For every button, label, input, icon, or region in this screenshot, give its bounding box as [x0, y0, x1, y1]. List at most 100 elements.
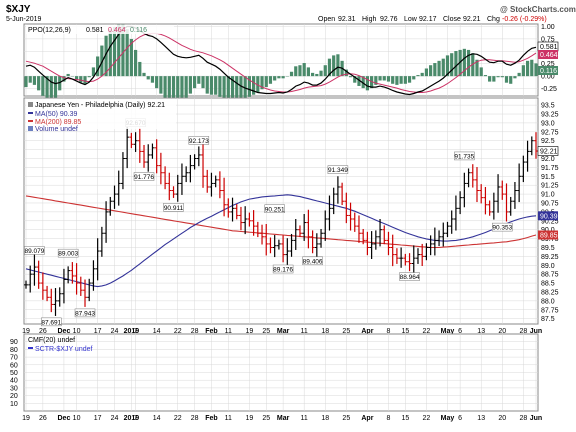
ohlc-bar	[205, 169, 210, 193]
ohlc-bar	[213, 175, 218, 188]
ppo-hist-bar	[525, 60, 530, 77]
ppo-hist-bar	[146, 76, 150, 80]
ppo-legend-v3: 0.116	[130, 27, 147, 34]
ppo-hist-bar	[450, 53, 454, 77]
ppo-hist-bar	[142, 72, 146, 77]
ppo-hist-bar	[96, 56, 100, 77]
annotation-label: 89.003	[58, 251, 78, 258]
chg-value: -0.26 (-0.29%)	[502, 16, 547, 23]
ppo-hist-bar	[74, 76, 79, 80]
open-value: 92.31	[338, 16, 356, 23]
ohlc-bar	[285, 238, 290, 267]
annotation-label: 89.176	[273, 267, 293, 274]
ohlc-bar	[420, 243, 425, 266]
ppo-hist-bar	[496, 76, 500, 78]
ppo-hist-bar	[500, 76, 504, 78]
price-x-tick: 6	[458, 328, 462, 335]
ppo-hist-bar	[125, 29, 129, 77]
ppo-hist-bar	[49, 76, 53, 101]
ohlc-bar	[479, 184, 484, 204]
ppo-hist-bar	[112, 26, 117, 77]
ppo-hist-bar	[327, 58, 332, 77]
ohlc-bar	[399, 247, 404, 268]
ohlc-bar	[500, 180, 505, 200]
annotation-label: 91.735	[454, 153, 474, 160]
ohlc-bar	[441, 222, 446, 247]
ma200-tag: 89.85	[540, 233, 558, 240]
price-x-tick: Mar	[277, 328, 290, 335]
ma200-legend: MA(200) 89.85	[35, 119, 81, 126]
ppo-hist-bar	[353, 76, 357, 83]
ohlc-bar	[112, 185, 117, 209]
ppo-hist-bar	[517, 72, 521, 77]
ppo-hist-bar	[475, 59, 479, 77]
cmf-x-tick: Jun	[530, 415, 542, 422]
ppo-hist-bar	[336, 54, 340, 77]
annotation-label: 89.079	[24, 248, 44, 255]
cmf-x-tick: 17	[94, 415, 102, 422]
ppo-tag: 0.581	[540, 44, 558, 51]
price-y-tick: 88.5	[541, 281, 555, 288]
high-value: 92.76	[380, 16, 398, 23]
ohlc-bar	[125, 126, 130, 169]
ohlc-bar	[289, 233, 294, 257]
ohlc-bar	[74, 263, 79, 295]
ohlc-bar	[49, 288, 54, 313]
ohlc-bar	[251, 210, 256, 236]
ohlc-bar	[458, 191, 463, 215]
ohlc-bar	[133, 132, 138, 152]
price-y-tick: 89.0	[541, 263, 555, 270]
price-y-tick: 91.5	[541, 174, 555, 181]
ppo-hist-bar	[117, 24, 121, 77]
ppo-hist-bar	[458, 49, 462, 77]
ohlc-bar	[487, 200, 492, 216]
ppo-hist-bar	[378, 76, 382, 81]
ppo-hist-bar	[433, 63, 437, 77]
ppo-hist-bar	[214, 76, 218, 95]
ppo-hist-bar	[192, 76, 197, 89]
cmf-legend: CMF(20) undef	[28, 337, 75, 344]
ppo-hist-bar	[53, 76, 58, 98]
ppo-hist-bar	[357, 76, 361, 86]
ohlc-bar	[167, 172, 172, 201]
ohlc-bar	[163, 166, 168, 190]
price-x-tick: 19	[22, 328, 30, 335]
ohlc-bar	[179, 163, 184, 195]
ohlc-bar	[120, 152, 125, 190]
annotation-box	[454, 151, 475, 161]
ohlc-bar	[365, 231, 370, 256]
ohlc-bar	[352, 212, 357, 232]
ppo-hist-bar	[348, 76, 353, 78]
close-label: Close	[443, 16, 461, 23]
ohlc-bar	[348, 202, 353, 231]
ohlc-bar	[432, 227, 437, 256]
price-x-tick: 17	[94, 328, 102, 335]
annotation-box	[272, 264, 294, 274]
ohlc-bar	[188, 154, 193, 183]
watermark: @ StockCharts.com	[500, 5, 576, 14]
ohlc-bar	[356, 215, 361, 243]
ppo-hist-bar	[121, 24, 125, 77]
ppo-hist-bar	[167, 76, 171, 104]
ppo-hist-bar	[445, 55, 450, 77]
ppo-hist-bar	[319, 70, 323, 77]
price-y-tick: 90.75	[541, 200, 559, 207]
price-legend: Japanese Yen - Philadelphia (Daily) 92.2…	[26, 99, 176, 133]
ppo-hist-bar	[395, 76, 399, 85]
price-x-tick: 25	[342, 328, 350, 335]
ohlc-bar	[196, 146, 201, 167]
ppo-hist-bar	[294, 66, 298, 77]
ppo-signal-line	[25, 32, 537, 93]
ohlc-bar	[272, 235, 277, 258]
ppo-hist-bar	[416, 75, 420, 77]
ppo-histogram	[24, 24, 538, 107]
ohlc-bar	[517, 163, 522, 203]
ppo-value-tags: 0.581 0.464 0.116	[537, 41, 559, 75]
price-x-tick: 28	[519, 328, 527, 335]
price-y-tick: 91.25	[541, 183, 559, 190]
cmf-y-tick: 80	[10, 347, 18, 354]
ohlc-bar	[319, 228, 324, 248]
price-y-tick: 89.5	[541, 245, 555, 252]
annotation-box	[399, 272, 420, 281]
price-x-tick: 28	[191, 328, 199, 335]
